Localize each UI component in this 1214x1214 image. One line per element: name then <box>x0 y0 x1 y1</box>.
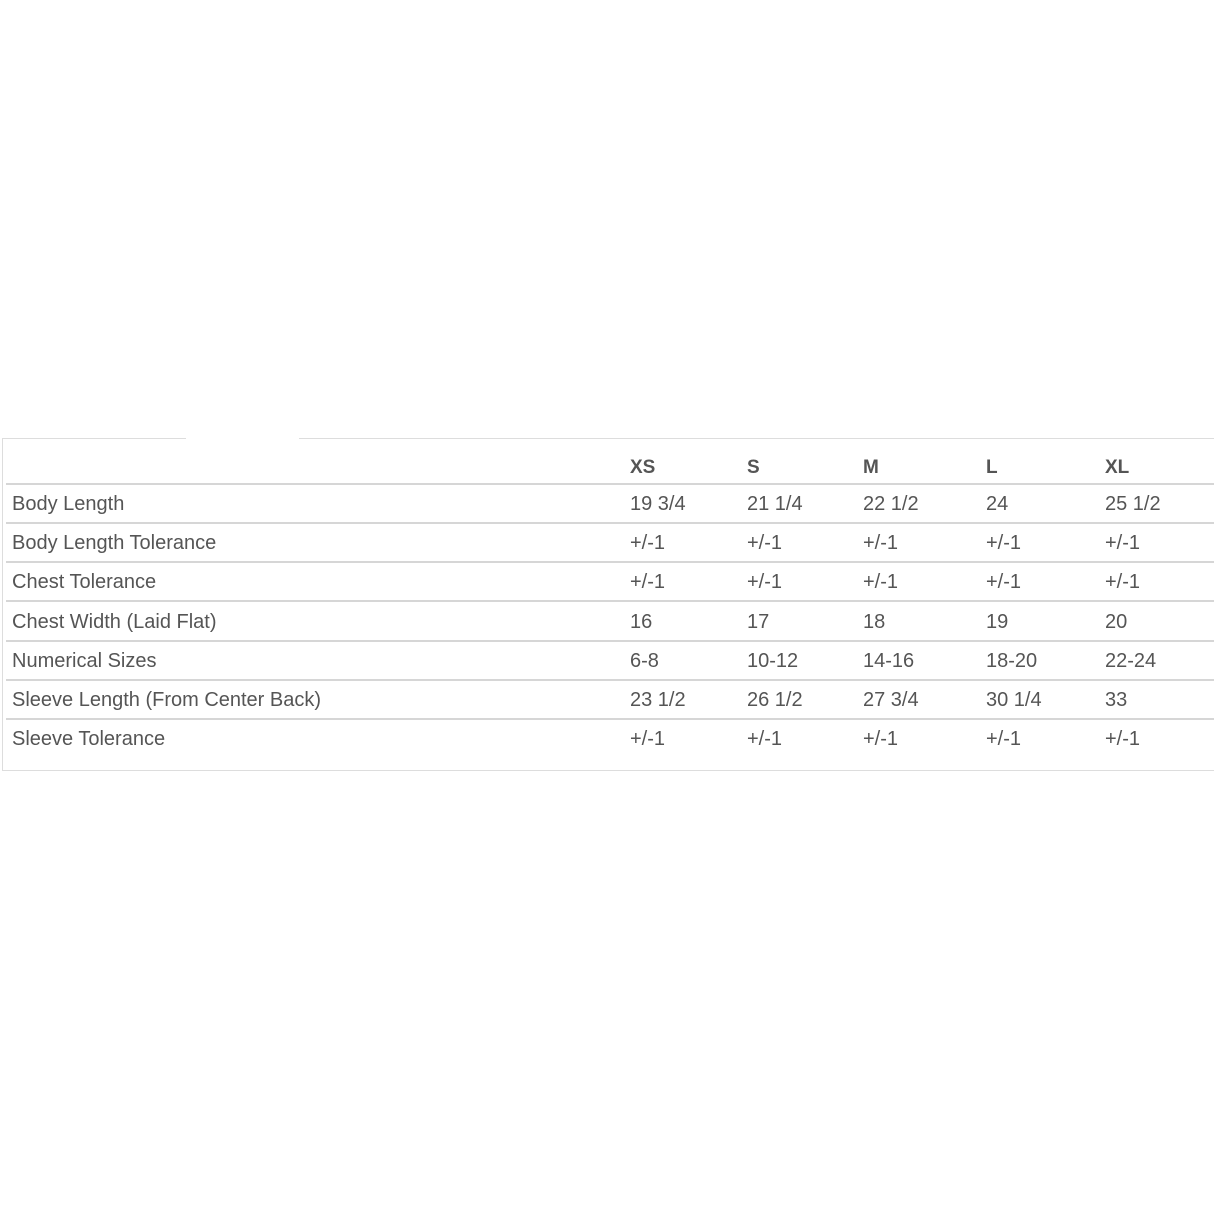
table-cell: 25 1/2 <box>1105 493 1161 515</box>
table-cell: 18-20 <box>986 649 1038 672</box>
row-label: Sleeve Tolerance <box>12 728 166 751</box>
table-cell: +/-1 <box>747 728 783 751</box>
table-row: Sleeve Tolerance +/-1 +/-1 +/-1 +/-1 +/-1 <box>6 720 1214 759</box>
row-label: Chest Width (Laid Flat) <box>12 610 217 633</box>
table-cell: 22 1/2 <box>863 493 919 515</box>
table-cell: +/-1 <box>863 532 899 555</box>
table-row: Body Length 19 3/4 21 1/4 22 1/2 24 25 1/2 <box>6 485 1214 524</box>
table-cell: 10-12 <box>747 649 799 672</box>
row-label: Sleeve Length (From Center Back) <box>12 689 322 711</box>
table-cell: +/-1 <box>630 532 666 555</box>
table-cell: +/-1 <box>986 532 1022 555</box>
table-top-border <box>2 438 186 439</box>
table-cell: +/-1 <box>986 571 1022 594</box>
row-label: Body Length Tolerance <box>12 532 217 555</box>
column-header: XL <box>1105 457 1130 478</box>
row-label: Chest Tolerance <box>12 571 157 594</box>
table-row: Sleeve Length (From Center Back) 23 1/2 26… <box>6 681 1214 720</box>
table-cell: 21 1/4 <box>747 493 803 515</box>
table-cell: +/-1 <box>986 728 1022 751</box>
table-cell: +/-1 <box>1105 571 1141 594</box>
table-cell: +/-1 <box>863 728 899 751</box>
table-cell: 26 1/2 <box>747 689 803 711</box>
size-chart-table <box>2 438 1214 771</box>
table-cell: 6-8 <box>630 649 659 672</box>
row-label: Body Length <box>12 493 125 515</box>
table-cell: 20 <box>1105 610 1128 633</box>
table-cell: 23 1/2 <box>630 689 686 711</box>
table-cell: 24 <box>986 493 1009 515</box>
table-cell: 22-24 <box>1105 649 1157 672</box>
table-row: Chest Tolerance +/-1 +/-1 +/-1 +/-1 +/-1 <box>6 563 1214 603</box>
table-header-row: XS S M L XL <box>6 438 1214 485</box>
table-cell: 27 3/4 <box>863 689 919 711</box>
table-row: Chest Width (Laid Flat) 16 17 18 19 20 <box>6 603 1214 642</box>
table-cell: 17 <box>747 610 770 633</box>
table-row: Numerical Sizes 6-8 10-12 14-16 18-20 22-24 <box>6 642 1214 681</box>
column-header: S <box>747 457 760 478</box>
table-cell: +/-1 <box>630 571 666 594</box>
table-cell: 30 1/4 <box>986 689 1042 711</box>
row-label: Numerical Sizes <box>12 649 157 672</box>
column-header: L <box>986 457 998 478</box>
table-cell: +/-1 <box>1105 532 1141 555</box>
column-header: XS <box>630 457 656 478</box>
table-row: Body Length Tolerance +/-1 +/-1 +/-1 +/-1 +/-… <box>6 524 1214 564</box>
table-cell: +/-1 <box>863 571 899 594</box>
table-cell: +/-1 <box>1105 728 1141 751</box>
table-cell: 16 <box>630 610 653 633</box>
table-cell: 14-16 <box>863 649 915 672</box>
table-cell: +/-1 <box>747 532 783 555</box>
column-header: M <box>863 457 879 478</box>
table-cell: +/-1 <box>747 571 783 594</box>
table-cell: 33 <box>1105 689 1128 711</box>
table-cell: 18 <box>863 610 886 633</box>
table-top-border <box>299 438 1214 439</box>
table-cell: 19 3/4 <box>630 493 686 515</box>
table-cell: 19 <box>986 610 1009 633</box>
table-cell: +/-1 <box>630 728 666 751</box>
